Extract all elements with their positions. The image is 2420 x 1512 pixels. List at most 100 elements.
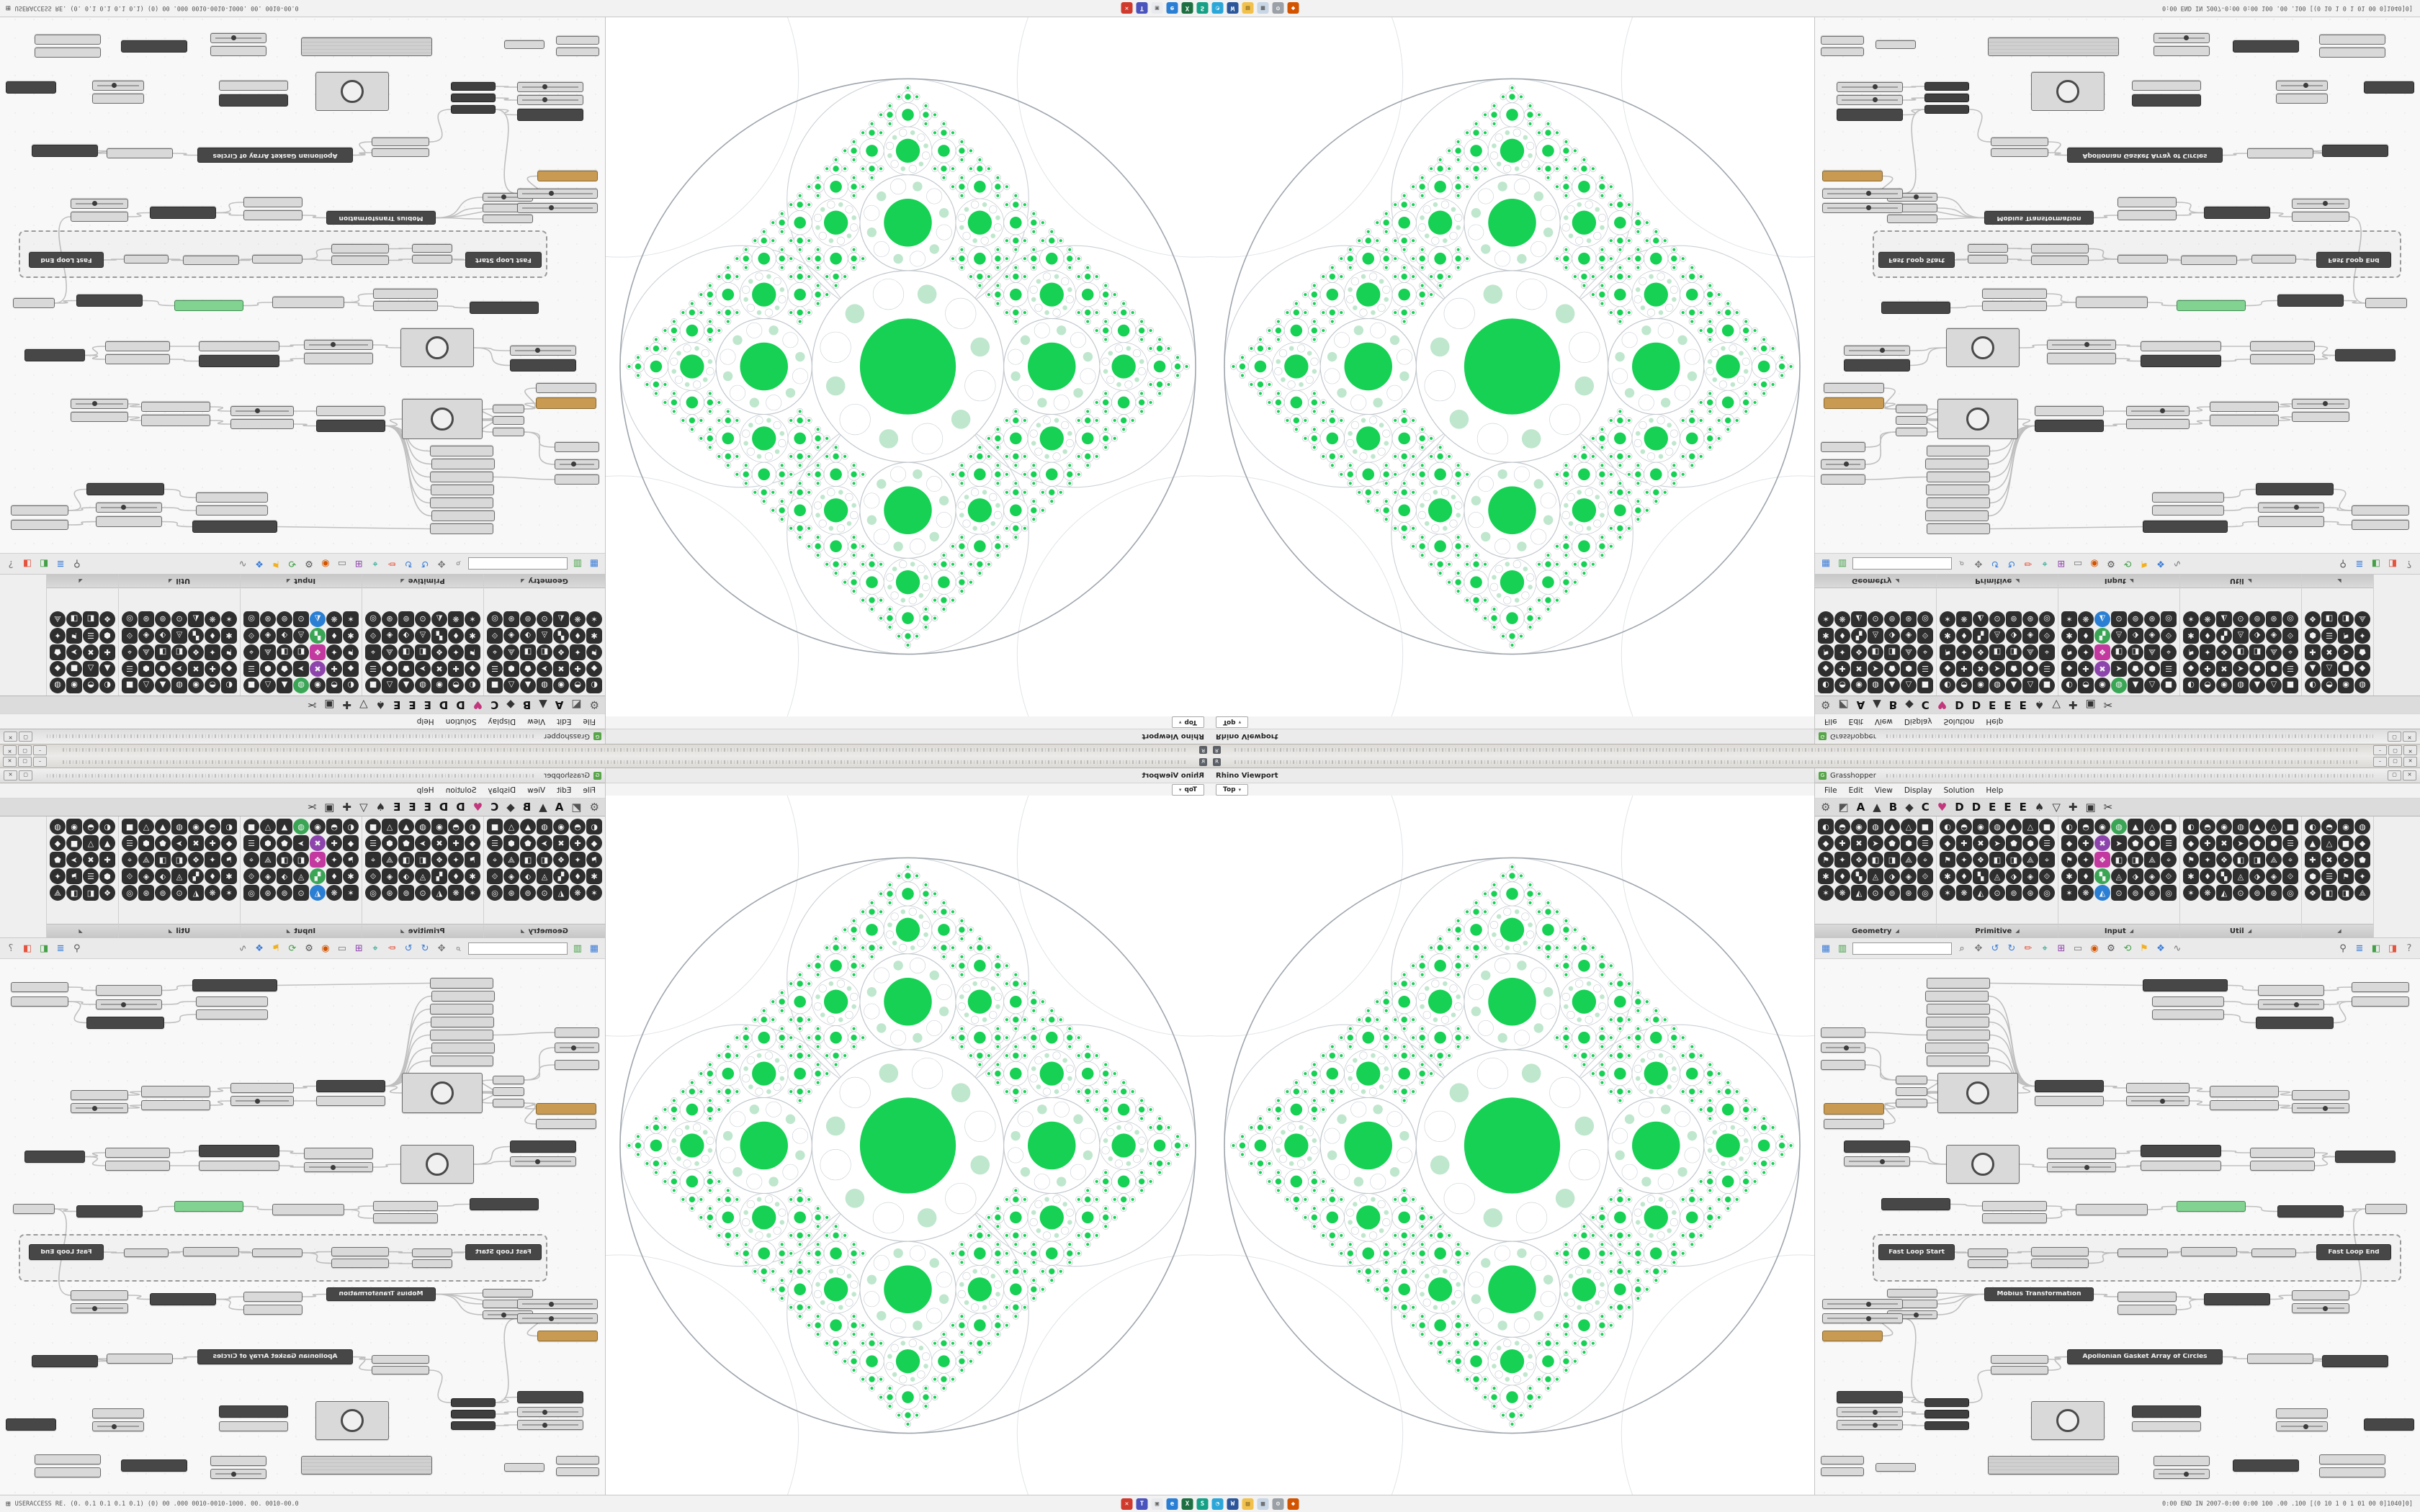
component-icon[interactable]: ⬟ [2128, 661, 2143, 677]
component-icon[interactable]: ◆ [465, 835, 480, 851]
component-icon[interactable]: ▲ [2249, 678, 2265, 693]
gh-node[interactable] [2154, 1469, 2210, 1479]
component-icon[interactable]: ▚ [188, 868, 204, 884]
component-icon[interactable]: ◉ [2216, 678, 2232, 693]
gh-node[interactable] [1821, 1060, 1865, 1070]
component-icon[interactable]: ⊙ [1868, 611, 1883, 627]
gh-node[interactable] [1837, 1420, 1903, 1430]
gh-node[interactable] [1968, 1248, 2008, 1257]
component-icon[interactable]: ⬢ [382, 661, 398, 677]
component-icon[interactable]: △ [83, 835, 99, 851]
redo-icon[interactable]: ↻ [2007, 942, 2016, 954]
component-icon[interactable]: ✶ [586, 611, 602, 627]
viewport-canvas[interactable] [606, 796, 1210, 1495]
component-icon[interactable]: ✦ [1834, 852, 1850, 868]
gh-node[interactable] [2141, 341, 2221, 351]
category-tab-12[interactable]: E [2019, 800, 2027, 814]
gh-node[interactable] [2181, 1247, 2237, 1256]
component-icon[interactable]: △ [83, 661, 99, 677]
component-icon[interactable]: ◍ [171, 819, 187, 834]
gh-node[interactable] [230, 1096, 294, 1106]
component-icon[interactable]: ◭ [2216, 611, 2232, 627]
taskbar-app-blue-icon[interactable]: e [1166, 1498, 1178, 1510]
component-icon[interactable]: ⊙ [2111, 611, 2127, 627]
component-icon[interactable]: ⬢ [1901, 835, 1917, 851]
component-icon[interactable]: ♦ [326, 868, 342, 884]
component-icon[interactable]: ✚ [2200, 661, 2215, 677]
component-icon[interactable]: ◆ [1940, 661, 1955, 677]
gh-node[interactable] [412, 1248, 452, 1257]
gh-node-apollonian-gasket-array-of-circles[interactable]: Apollonian Gasket Array of Circles [2067, 1349, 2223, 1364]
close-button[interactable]: ✕ [3, 757, 17, 767]
category-tab-11[interactable]: E [2004, 698, 2012, 712]
rhino-titlebar[interactable]: R – ▢ ✕ [0, 756, 1210, 768]
component-icon[interactable]: ☰ [2321, 628, 2337, 644]
redo-icon[interactable]: ↻ [404, 558, 413, 570]
component-icon[interactable]: ◆ [465, 661, 480, 677]
gh-node[interactable] [372, 1355, 429, 1364]
component-icon[interactable]: ◬ [293, 868, 309, 884]
gh-node-fast-loop-start[interactable]: Fast Loop Start [465, 1244, 542, 1260]
gh-node[interactable] [331, 256, 389, 265]
menu-help[interactable]: Help [416, 786, 434, 795]
gh-node-fast-loop-end[interactable]: Fast Loop End [2316, 252, 2391, 268]
component-icon[interactable]: ◎ [122, 885, 138, 901]
undo-icon[interactable]: ↺ [1991, 558, 1999, 570]
gh-node[interactable] [243, 1305, 302, 1315]
component-icon[interactable]: △ [2144, 819, 2160, 834]
taskbar-app-photos-icon[interactable]: ▦ [1257, 2, 1269, 14]
component-icon[interactable]: ◨ [520, 852, 536, 868]
category-tab-10[interactable]: E [424, 800, 431, 814]
component-icon[interactable]: ✚ [448, 835, 464, 851]
component-icon[interactable]: ◭ [2094, 611, 2110, 627]
component-icon[interactable]: ◧ [2233, 644, 2249, 660]
component-icon[interactable]: ❖ [99, 611, 115, 627]
component-icon[interactable]: ✚ [570, 835, 586, 851]
gh-node[interactable] [35, 1467, 101, 1477]
component-icon[interactable]: ◬ [415, 628, 431, 644]
component-icon[interactable]: ⬟ [2006, 661, 2022, 677]
gh-node[interactable] [1925, 1043, 1989, 1053]
component-icon[interactable]: ◎ [2282, 885, 2298, 901]
component-icon[interactable]: ▲ [155, 819, 171, 834]
component-icon[interactable]: ✖ [310, 835, 326, 851]
layers-icon[interactable]: ≣ [2355, 558, 2364, 570]
component-icon[interactable]: ▲ [2305, 835, 2321, 851]
component-icon[interactable]: ➤ [2338, 644, 2354, 660]
gh-node[interactable] [1844, 1156, 1910, 1166]
component-icon[interactable]: ■ [487, 678, 503, 693]
component-icon[interactable]: ◨ [66, 611, 82, 627]
component-icon[interactable]: ✶ [2183, 611, 2199, 627]
gh-node[interactable] [2076, 297, 2148, 308]
ribbon-group-label-input[interactable]: Input ◢ [241, 924, 362, 937]
maximize-button[interactable]: ▢ [18, 757, 32, 767]
category-tab-11[interactable]: E [408, 800, 416, 814]
component-icon[interactable]: ◨ [66, 885, 82, 901]
component-icon[interactable]: ⬢ [2305, 628, 2321, 644]
component-icon[interactable]: ⟐ [243, 868, 259, 884]
gh-node[interactable] [13, 298, 55, 308]
component-icon[interactable]: ▚ [2094, 628, 2110, 644]
gh-node[interactable] [2118, 255, 2168, 264]
gh-node[interactable] [2035, 420, 2104, 432]
component-icon[interactable]: ⊚ [398, 611, 414, 627]
component-icon[interactable]: ⬟ [398, 661, 414, 677]
component-icon[interactable]: ◉ [188, 819, 204, 834]
gh-node[interactable] [556, 1456, 599, 1464]
gh-node[interactable] [2210, 1100, 2279, 1110]
gh-node[interactable] [210, 1456, 266, 1466]
component-icon[interactable]: ◬ [537, 628, 552, 644]
component-icon[interactable]: ◬ [2233, 628, 2249, 644]
taskbar-app-red-icon[interactable]: ✕ [1121, 2, 1133, 14]
gh-node[interactable] [316, 1096, 385, 1106]
component-icon[interactable]: ⬗ [520, 868, 536, 884]
component-icon[interactable]: ✖ [2094, 661, 2110, 677]
gh-node[interactable] [451, 105, 496, 114]
component-icon[interactable]: ◈ [260, 628, 276, 644]
close-button[interactable]: ✕ [2403, 757, 2417, 767]
component-icon[interactable]: ◆ [2061, 835, 2077, 851]
component-icon[interactable]: ❖ [310, 852, 326, 868]
component-icon[interactable]: ⚑ [66, 628, 82, 644]
component-icon[interactable]: ◆ [2354, 661, 2370, 677]
gh-node[interactable] [2210, 1086, 2279, 1097]
